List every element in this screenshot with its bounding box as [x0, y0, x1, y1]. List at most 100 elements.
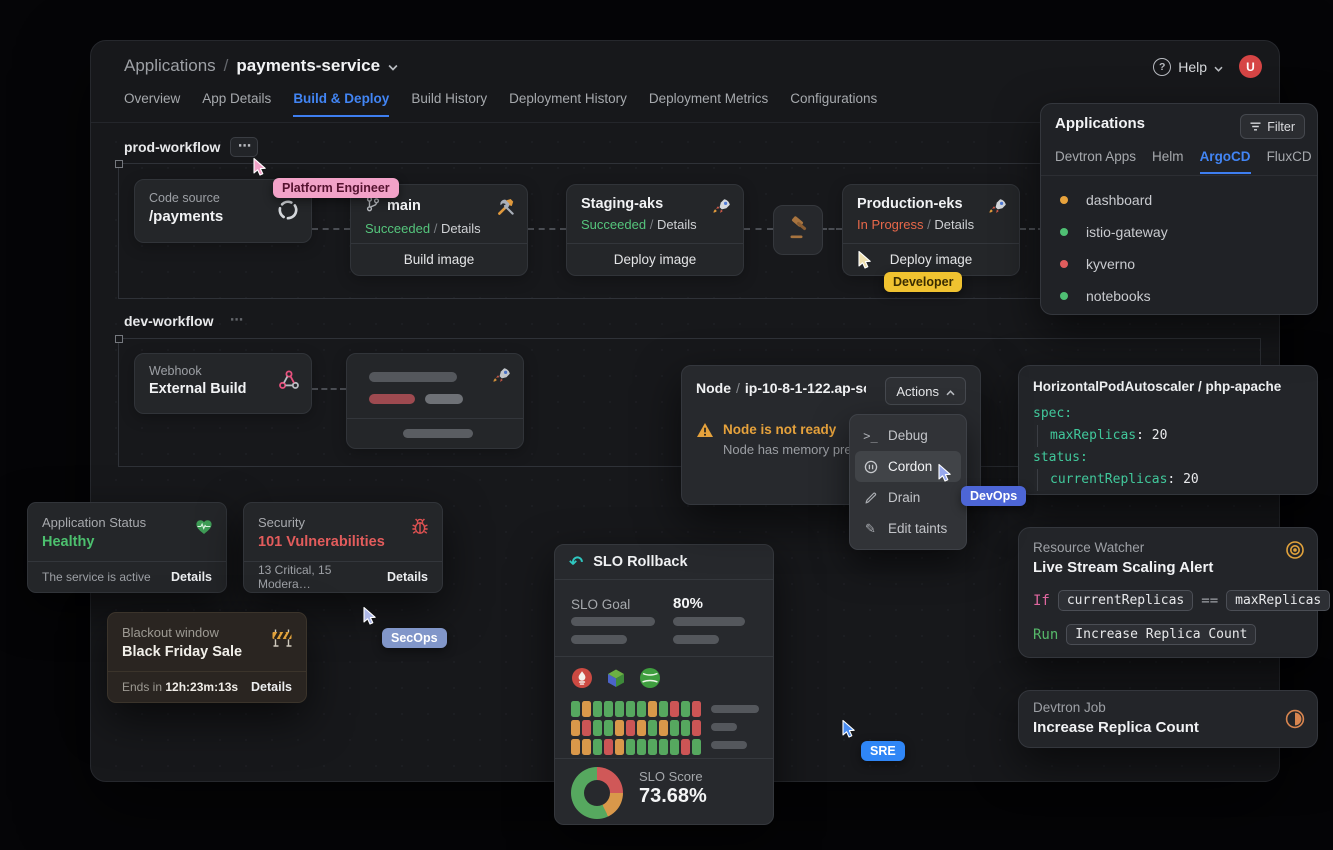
tab-app-details[interactable]: App Details: [202, 91, 272, 106]
tab-build-history[interactable]: Build History: [411, 91, 488, 106]
help-menu[interactable]: ? Help: [1153, 58, 1223, 76]
pen-icon: ✎: [865, 520, 876, 536]
menu-item-edit-taints[interactable]: ✎ Edit taints: [855, 513, 961, 544]
menu-item-cordon[interactable]: Cordon: [855, 451, 961, 482]
rocket-icon: [712, 197, 732, 222]
tab-build-deploy[interactable]: Build & Deploy: [293, 91, 390, 117]
watcher-action-row: Run Increase Replica Count: [1033, 624, 1257, 645]
filter-icon: [1250, 120, 1261, 134]
heatmap-cell: [582, 701, 591, 717]
webhook-label: Webhook: [149, 364, 202, 378]
devtron-job-title: Increase Replica Count: [1033, 719, 1199, 736]
tab-fluxcd[interactable]: FluxCD: [1266, 149, 1312, 164]
application-status-card[interactable]: Application Status Healthy The service i…: [27, 502, 227, 593]
terminal-icon: >_: [863, 428, 878, 443]
heatmap-cell: [593, 720, 602, 736]
heatmap-cell: [659, 701, 668, 717]
menu-item-drain[interactable]: Drain: [855, 482, 961, 513]
blackout-footer-prefix: Ends in: [122, 680, 163, 694]
devtron-job-panel[interactable]: Devtron Job Increase Replica Count: [1018, 690, 1318, 748]
approval-node[interactable]: [773, 205, 823, 255]
production-stage-card[interactable]: Production-eks In Progress / Details Dep…: [842, 184, 1020, 276]
security-label: Security: [258, 515, 305, 530]
list-item-kyverno[interactable]: kyverno: [1041, 248, 1317, 280]
build-stage-card[interactable]: main Succeeded / Details Build image: [350, 184, 528, 276]
resource-watcher-panel: Resource Watcher Live Stream Scaling Ale…: [1018, 527, 1331, 658]
heatmap-cell: [615, 739, 624, 755]
secops-cursor-label: SecOps: [382, 628, 447, 648]
heatmap-cell: [681, 739, 690, 755]
blackout-countdown: 12h:23m:13s: [165, 680, 239, 694]
bug-icon: [410, 516, 430, 541]
heatmap-cell: [582, 720, 591, 736]
heatmap-cell: [648, 739, 657, 755]
webhook-name: External Build: [149, 381, 247, 397]
staging-details-link[interactable]: Details: [656, 217, 697, 232]
staging-deploy-button[interactable]: Deploy image: [567, 243, 743, 275]
tab-devtron-apps[interactable]: Devtron Apps: [1055, 149, 1137, 164]
list-item-dashboard[interactable]: dashboard: [1041, 184, 1317, 216]
developer-cursor-label: Developer: [884, 272, 963, 292]
tab-helm[interactable]: Helm: [1152, 149, 1184, 164]
condition-left-chip[interactable]: currentReplicas: [1057, 590, 1194, 611]
avatar[interactable]: U: [1239, 55, 1262, 78]
applications-panel-title: Applications: [1055, 115, 1146, 132]
code-source-label: Code source: [149, 191, 220, 205]
staging-stage-card[interactable]: Staging-aks Succeeded / Details Deploy i…: [566, 184, 744, 276]
heatmap-cell: [604, 701, 613, 717]
heatmap-cell: [593, 701, 602, 717]
platform-engineer-cursor: [253, 157, 266, 176]
build-image-button[interactable]: Build image: [351, 243, 527, 275]
webhook-icon: [278, 369, 300, 396]
warning-icon: [696, 422, 714, 443]
tab-configurations[interactable]: Configurations: [790, 91, 878, 106]
list-item-istio-gateway[interactable]: istio-gateway: [1041, 216, 1317, 248]
chevron-down-icon[interactable]: [388, 56, 398, 76]
node-title-prefix: Node: [696, 380, 731, 396]
production-deploy-button[interactable]: Deploy image: [843, 243, 1019, 275]
git-icon: [276, 198, 300, 227]
build-details-link[interactable]: Details: [440, 221, 481, 236]
status-dot: [1060, 260, 1068, 268]
prod-workflow-more-button[interactable]: ⋯: [230, 137, 259, 157]
node-actions-button[interactable]: Actions: [885, 377, 966, 405]
breadcrumb-root[interactable]: Applications: [124, 56, 216, 75]
security-card[interactable]: Security 101 Vulnerabilities 13 Critical…: [243, 502, 443, 593]
dev-workflow-title: dev-workflow ⋯: [124, 312, 249, 330]
filter-button[interactable]: Filter: [1240, 114, 1305, 139]
platform-engineer-cursor-label: Platform Engineer: [273, 178, 399, 198]
production-status: In Progress: [857, 217, 924, 232]
hammer-wrench-icon: [496, 197, 516, 222]
list-item-notebooks[interactable]: notebooks: [1041, 280, 1317, 312]
blackout-window-card[interactable]: Blackout window Black Friday Sale Ends i…: [107, 612, 307, 703]
help-icon: ?: [1153, 58, 1172, 76]
condition-right-chip[interactable]: maxReplicas: [1226, 590, 1331, 611]
webhook-card[interactable]: Webhook External Build: [134, 353, 312, 414]
production-details-link[interactable]: Details: [934, 217, 975, 232]
tab-deployment-history[interactable]: Deployment History: [509, 91, 627, 106]
tab-overview[interactable]: Overview: [124, 91, 181, 106]
blackout-details-link[interactable]: Details: [251, 680, 292, 694]
selection-handle[interactable]: [115, 335, 123, 343]
slo-heatmap: [571, 701, 701, 755]
heatmap-cell: [615, 720, 624, 736]
heatmap-cell: [582, 739, 591, 755]
heatmap-cell: [571, 720, 580, 736]
run-action-chip[interactable]: Increase Replica Count: [1066, 624, 1257, 645]
slo-rollback-card: ↶ SLO Rollback SLO Goal 80% SLO Score 7: [554, 544, 774, 825]
max-replicas-value: 20: [1151, 428, 1168, 443]
staging-status: Succeeded: [581, 217, 647, 232]
security-details-link[interactable]: Details: [387, 570, 428, 584]
tab-deployment-metrics[interactable]: Deployment Metrics: [648, 91, 769, 106]
dev-workflow-more-button[interactable]: ⋯: [229, 312, 243, 327]
heatmap-cell: [626, 739, 635, 755]
selection-handle[interactable]: [115, 160, 123, 168]
heatmap-cell: [681, 720, 690, 736]
tab-argocd[interactable]: ArgoCD: [1199, 149, 1251, 174]
heatmap-cell: [681, 701, 690, 717]
main-tabs: Overview App Details Build & Deploy Buil…: [124, 91, 877, 117]
monitoring-tool-icons: [571, 667, 661, 694]
application-status-details-link[interactable]: Details: [171, 570, 212, 584]
node-name: ip-10-8-1-122.ap-so…: [744, 380, 866, 396]
menu-item-debug[interactable]: >_ Debug: [863, 428, 928, 443]
